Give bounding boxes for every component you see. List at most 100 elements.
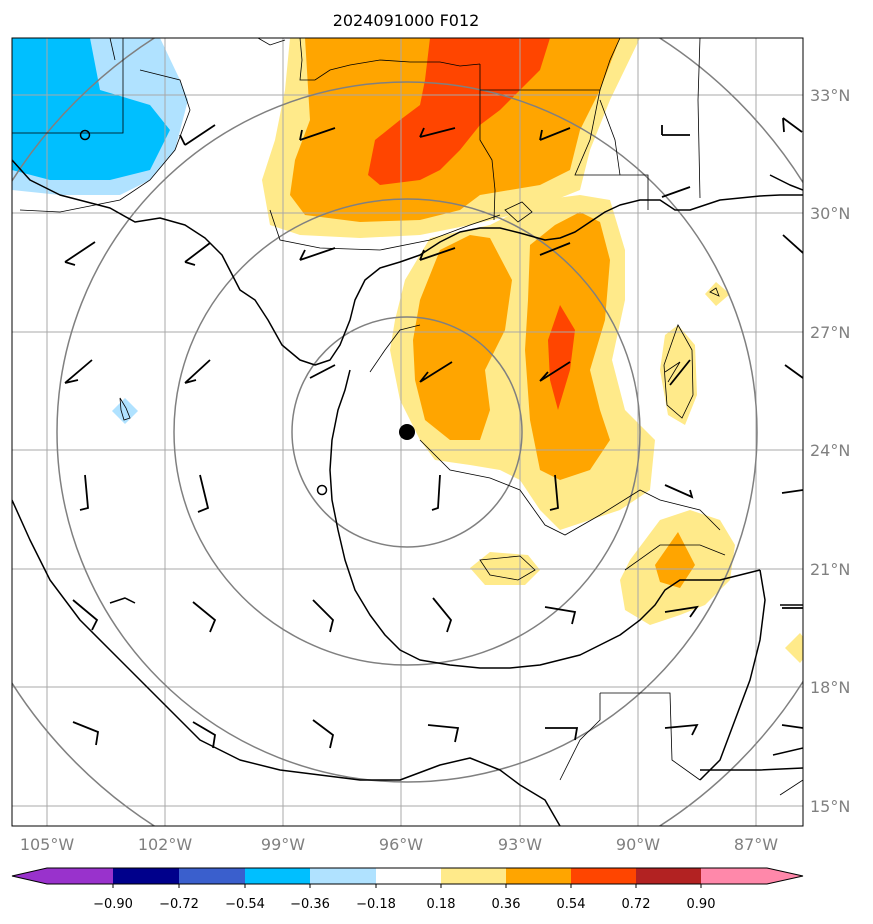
positive-region-yucatan-mid [655, 532, 695, 588]
wind-barb [549, 474, 559, 511]
borders [12, 38, 803, 796]
gridlines [12, 38, 803, 826]
lat-tick-label: 18°N [810, 678, 850, 697]
coastline-gulf [12, 159, 803, 366]
colorbar-segment [376, 868, 441, 884]
lat-tick-label: 24°N [810, 441, 850, 460]
map-title: 2024091000 F012 [333, 11, 480, 30]
lon-tick-labels: 105°W 102°W 99°W 96°W 93°W 90°W 87°W [20, 835, 778, 854]
wind-barb [64, 359, 93, 384]
colorbar-segment-extend-low [12, 868, 47, 884]
lat-tick-label: 30°N [810, 204, 850, 223]
wind-barb [432, 597, 453, 633]
wind-barb [197, 474, 210, 513]
wind-barb [661, 125, 690, 136]
colorbar-tick-label: −0.90 [93, 897, 133, 912]
lon-tick-label: 102°W [138, 835, 193, 854]
lon-tick-label: 96°W [379, 835, 423, 854]
wind-barb [419, 247, 456, 261]
colorbar-tick-label: −0.36 [290, 897, 330, 912]
coastline-island [109, 597, 136, 604]
lat-tick-label: 21°N [810, 560, 850, 579]
wind-barb [669, 359, 691, 386]
lon-tick-label: 99°W [261, 835, 305, 854]
colorbar-tick-label: −0.54 [225, 897, 265, 912]
plot-frame [11, 37, 804, 827]
wind-barb [312, 719, 335, 749]
positive-spot-far-east [785, 633, 803, 663]
wind-barb [299, 247, 336, 261]
colorbar-tick-label: 0.54 [557, 897, 586, 912]
wind-barb [79, 474, 89, 511]
wind-barb [664, 484, 694, 499]
colorbar-segment [113, 868, 179, 884]
wind-barb [309, 364, 336, 379]
range-rings [12, 38, 803, 826]
contour [504, 201, 533, 223]
wind-barb [545, 727, 579, 741]
country-border [600, 692, 701, 781]
colorbar-outline [11, 867, 804, 885]
markers [79, 129, 415, 496]
lon-tick-label: 93°W [498, 835, 542, 854]
positive-region-gulf-inner [548, 305, 575, 410]
contour [663, 324, 694, 419]
state-border [299, 38, 481, 81]
wind-barb [72, 721, 99, 746]
lat-tick-label: 33°N [810, 86, 850, 105]
range-ring [56, 81, 758, 783]
colorbar-segment [506, 868, 571, 884]
colorbar: −0.90 −0.72 −0.54 −0.36 −0.18 0.18 0.36 … [11, 867, 804, 912]
wind-barb [431, 474, 441, 511]
range-ring [173, 198, 641, 666]
wind-barb [539, 242, 571, 256]
contour [709, 287, 720, 297]
country-border [559, 693, 601, 781]
lat-tick-label: 27°N [810, 323, 850, 342]
state-border [574, 89, 649, 210]
negative-spot [112, 398, 138, 424]
colorbar-segment-extend-high [767, 868, 803, 884]
positive-spot-tiny [705, 282, 730, 306]
wind-barb [782, 117, 803, 133]
contour [419, 439, 721, 536]
colorbar-segment [47, 868, 113, 884]
colorbar-segment [310, 868, 376, 884]
contour [269, 209, 501, 251]
coastline-florida [769, 174, 803, 191]
wind-barb [664, 723, 699, 736]
colorbar-tick-label: −0.72 [159, 897, 199, 912]
wind-barb [427, 724, 460, 743]
contour [624, 544, 726, 571]
contour [369, 324, 421, 373]
lat-tick-label: 15°N [810, 797, 850, 816]
wind-barb [312, 599, 334, 633]
contour [664, 361, 681, 383]
state-border [480, 38, 621, 91]
wind-barb [184, 359, 211, 384]
colorbar-tick-label: 0.72 [622, 897, 651, 912]
colorbar-tick-label: 0.36 [492, 897, 521, 912]
colorbar-tick-label: −0.18 [356, 897, 396, 912]
contour [479, 555, 536, 581]
colorbar-segment [245, 868, 310, 884]
contour-lines [19, 69, 726, 581]
negative-region-inner [12, 38, 170, 180]
country-border [257, 38, 286, 46]
colorbar-segment [701, 868, 767, 884]
colorbar-segment [571, 868, 636, 884]
wind-barb [539, 361, 571, 382]
wind-barbs [64, 117, 803, 749]
state-border [109, 38, 116, 61]
wind-barb [179, 124, 216, 146]
state-border [479, 64, 496, 221]
coastline-mexico-east [329, 369, 761, 669]
colorbar-segment [441, 868, 506, 884]
contour [119, 397, 131, 421]
wind-barb [299, 127, 336, 141]
wind-barb [784, 364, 803, 379]
positive-region-gulf-mid [413, 212, 610, 480]
wind-barb [539, 127, 571, 141]
wind-barb [781, 724, 803, 729]
